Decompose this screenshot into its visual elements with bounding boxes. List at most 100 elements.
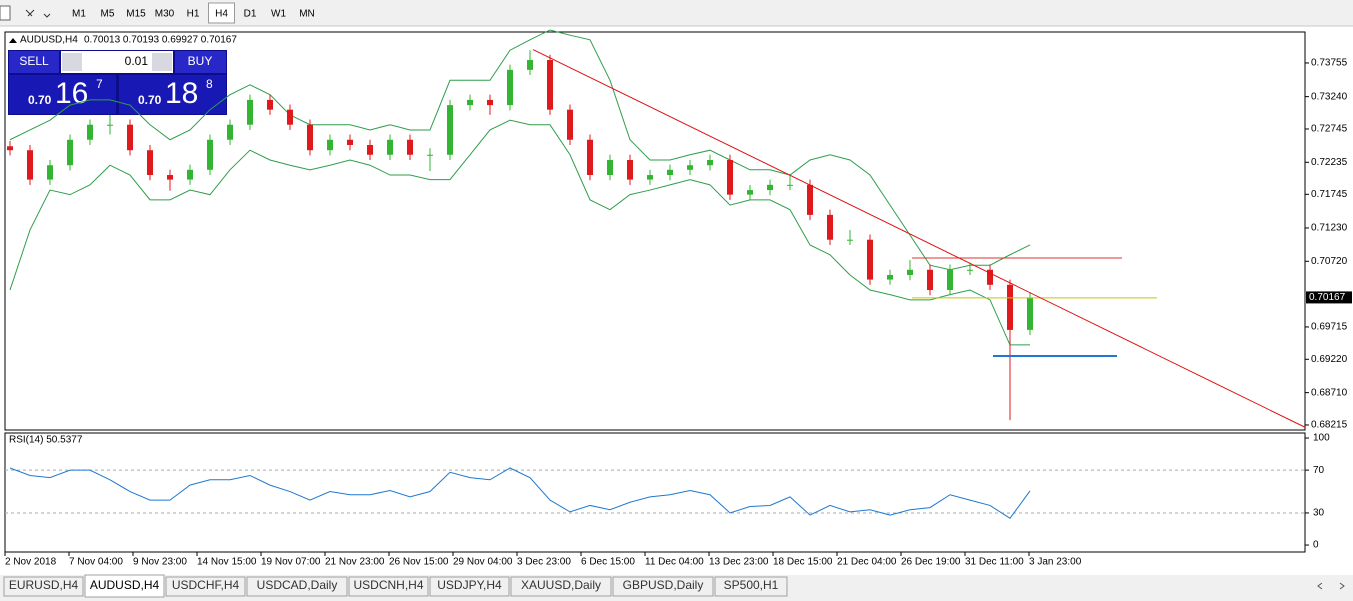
tool-icon[interactable] (25, 9, 51, 18)
candle-body (247, 99, 253, 125)
tab[interactable] (165, 576, 246, 597)
bid-box[interactable] (9, 75, 116, 114)
sell-label: SELL (19, 54, 49, 68)
rsi-tick-label: 70 (1313, 465, 1325, 476)
tab-label: USDJPY,H4 (437, 578, 502, 592)
rsi-tick-label: 0 (1313, 540, 1319, 551)
y-tick-label: 0.70720 (1311, 256, 1348, 267)
buy-button[interactable] (175, 51, 226, 73)
main-panel (4, 31, 1306, 431)
tab-label: EURUSD,H4 (9, 578, 79, 592)
y-tick-label: 0.69715 (1311, 322, 1348, 333)
indicator-label: RSI(14) 50.5377 (9, 435, 83, 446)
candle-body (107, 124, 113, 126)
tab[interactable] (612, 576, 714, 597)
candle-body (367, 144, 373, 155)
tab[interactable] (246, 576, 348, 597)
ask-box[interactable] (119, 75, 226, 114)
candle-body (27, 150, 33, 180)
tab-scroll[interactable] (1317, 582, 1345, 590)
timeframe-button[interactable] (94, 3, 121, 23)
chart-quote: 0.70013 0.70193 0.69927 0.70167 (84, 35, 237, 46)
candle-body (387, 139, 393, 155)
timeframe-button[interactable] (208, 2, 235, 24)
timeframe-label: W1 (271, 9, 286, 20)
lot-up[interactable] (152, 53, 172, 71)
x-tick-label: 3 Jan 23:00 (1029, 557, 1082, 568)
tool-icon[interactable] (0, 5, 11, 21)
candle-body (267, 99, 273, 110)
collapse-icon[interactable] (9, 38, 17, 43)
candle-body (167, 175, 173, 180)
candle-body (587, 139, 593, 176)
bid-big: 0.70 (28, 93, 52, 107)
candle-body (927, 269, 933, 291)
tab[interactable] (429, 576, 510, 597)
x-tick-label: 26 Nov 15:00 (389, 557, 449, 568)
candle-body (287, 109, 293, 125)
candle-body (307, 124, 313, 151)
candle-body (567, 109, 573, 140)
timeframe-label: M30 (155, 9, 175, 20)
tab[interactable] (84, 574, 165, 598)
candle-body (627, 160, 633, 180)
tab[interactable] (348, 576, 429, 597)
timeframe-button[interactable] (66, 3, 92, 23)
x-tick-label: 6 Dec 15:00 (581, 557, 635, 568)
tab[interactable] (3, 576, 84, 597)
trendline (532, 49, 1306, 428)
candle-body (727, 160, 733, 195)
candle-body (947, 269, 953, 291)
current-price-box (1306, 291, 1352, 304)
tab-label: SP500,H1 (724, 578, 779, 592)
tab[interactable] (714, 576, 788, 597)
timeframe-button[interactable] (180, 3, 206, 23)
candle-body (327, 139, 333, 151)
candle-body (907, 269, 913, 276)
x-tick-label: 14 Nov 15:00 (197, 557, 257, 568)
x-tick-label: 9 Nov 23:00 (133, 557, 187, 568)
x-tick-label: 13 Dec 23:00 (709, 557, 769, 568)
rsi-tick-label: 30 (1313, 508, 1325, 519)
candle-body (527, 60, 533, 70)
timeframe-button[interactable] (237, 3, 263, 23)
tab-label: USDCNH,H4 (353, 578, 423, 592)
rsi-line (9, 467, 1031, 519)
candle-body (607, 160, 613, 176)
candle-body (47, 165, 53, 180)
tab[interactable] (510, 576, 612, 597)
candle-body (507, 69, 513, 106)
candle-body (127, 124, 133, 151)
candle-body (447, 105, 453, 155)
candle-body (547, 60, 553, 110)
timeframe-button[interactable] (151, 3, 178, 23)
lot-input[interactable] (61, 51, 173, 73)
timeframe-button[interactable] (123, 3, 149, 23)
current-price-label: 0.70167 (1309, 292, 1346, 303)
tab-label: AUDUSD,H4 (90, 578, 160, 592)
sell-button[interactable] (9, 51, 59, 73)
candle-body (647, 175, 653, 180)
x-tick-label: 7 Nov 04:00 (69, 557, 123, 568)
band-line (9, 119, 1030, 346)
timeframe-button[interactable] (294, 3, 320, 23)
candle-body (667, 169, 673, 176)
rsi-tick-label: 100 (1313, 433, 1330, 444)
tab-label: XAUUSD,Daily (521, 578, 601, 592)
y-tick-label: 0.72745 (1311, 124, 1348, 135)
timeframe-label: M5 (101, 9, 115, 20)
candle-body (867, 239, 873, 280)
timeframe-label: H1 (187, 9, 200, 20)
x-tick-label: 21 Nov 23:00 (325, 557, 385, 568)
lot-down[interactable] (62, 53, 82, 71)
timeframe-button[interactable] (265, 3, 292, 23)
y-tick-label: 0.73240 (1311, 91, 1348, 102)
chart-title: AUDUSD,H4 (20, 35, 78, 46)
candle-body (207, 139, 213, 170)
candle-body (807, 184, 813, 215)
candle-body (827, 214, 833, 240)
timeframe-label: MN (299, 9, 315, 20)
candle-body (347, 139, 353, 145)
x-tick-label: 21 Dec 04:00 (837, 557, 897, 568)
